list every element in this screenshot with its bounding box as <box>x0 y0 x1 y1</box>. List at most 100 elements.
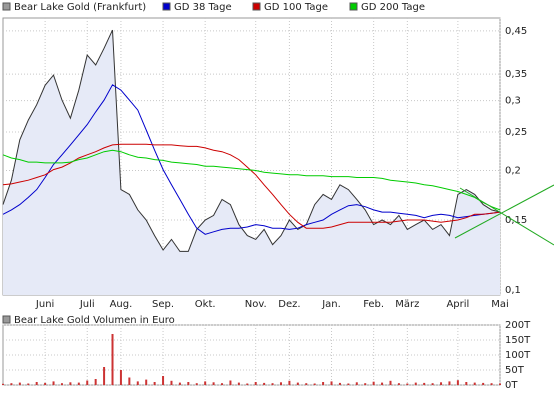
y-tick-label: 0,15 <box>505 215 527 226</box>
volume-bar <box>381 382 384 385</box>
x-tick-label: Juni <box>35 299 54 310</box>
volume-bar <box>229 380 232 385</box>
volume-bar <box>170 380 173 385</box>
legend-label: GD 200 Tage <box>361 2 425 13</box>
y-tick-label: 0,35 <box>505 69 527 80</box>
volume-bar <box>178 382 181 385</box>
volume-bar <box>465 382 468 385</box>
volume-bar <box>355 382 358 385</box>
volume-bar <box>406 383 409 385</box>
volume-bar <box>456 380 459 385</box>
volume-title: Bear Lake Gold Volumen in Euro <box>14 315 175 326</box>
volume-bar <box>305 383 308 385</box>
trend-line <box>454 184 554 239</box>
x-tick-label: März <box>395 299 419 310</box>
x-tick-label: Dez. <box>278 299 300 310</box>
volume-panel <box>2 324 501 386</box>
volume-bar <box>128 377 131 385</box>
volume-bar <box>195 383 198 385</box>
legend-label: Bear Lake Gold (Frankfurt) <box>14 2 146 13</box>
volume-bar <box>212 382 215 385</box>
y-tick-label: 0,1 <box>505 285 521 296</box>
volume-bar <box>145 379 148 385</box>
legend-label: GD 100 Tage <box>264 2 328 13</box>
volume-bar <box>271 383 274 385</box>
y-tick-label: 0,2 <box>505 165 521 176</box>
series-line <box>2 29 501 252</box>
volume-bar <box>10 383 13 385</box>
volume-bar <box>254 382 257 385</box>
y-tick-label: 0,3 <box>505 96 521 107</box>
price-area <box>3 30 500 295</box>
volume-bar <box>44 382 47 385</box>
x-tick-label: Jan. <box>321 299 341 310</box>
volume-bar <box>397 383 400 385</box>
y-tick-label: 0,45 <box>505 26 527 37</box>
volume-bar <box>27 383 30 385</box>
x-tick-label: Juli <box>79 299 95 310</box>
volume-bar <box>246 383 249 385</box>
volume-bar <box>237 382 240 385</box>
y-tick-label: 0,25 <box>505 127 527 138</box>
volume-bar <box>322 382 325 385</box>
volume-bar <box>364 383 367 385</box>
volume-bar <box>187 382 190 385</box>
volume-bar <box>279 382 282 385</box>
volume-bar <box>77 382 80 385</box>
volume-bar <box>313 383 316 385</box>
series-line <box>2 143 501 229</box>
volume-bar <box>330 381 333 385</box>
x-tick-label: Okt. <box>195 299 216 310</box>
x-tick-label: April <box>446 299 469 310</box>
y-tick-label: 0T <box>505 380 518 391</box>
volume-bar <box>423 382 426 385</box>
volume-bar <box>499 383 501 385</box>
volume-bar <box>18 382 21 385</box>
volume-bar <box>482 382 485 385</box>
series-line <box>2 84 501 235</box>
volume-bar <box>372 381 375 385</box>
y-tick-label: 200T <box>505 320 531 331</box>
volume-legend-swatch <box>2 315 11 324</box>
volume-bar <box>431 383 434 385</box>
volume-bar <box>103 367 106 385</box>
volume-bar <box>288 380 291 385</box>
series-line <box>2 149 501 211</box>
legend-swatch <box>349 2 358 11</box>
volume-bar <box>153 382 156 385</box>
volume-bar <box>204 381 207 385</box>
volume-bar <box>52 381 55 385</box>
volume-bar <box>347 383 350 385</box>
x-tick-label: Feb. <box>363 299 384 310</box>
legend-swatch <box>162 2 171 11</box>
legend-label: GD 38 Tage <box>174 2 232 13</box>
y-tick-label: 50T <box>505 365 525 376</box>
volume-bar <box>119 370 122 385</box>
legend-swatch <box>2 2 11 11</box>
volume-bar <box>69 382 72 385</box>
volume-bar <box>35 382 38 385</box>
y-tick-label: 150T <box>505 335 531 346</box>
y-tick-label: 100T <box>505 350 531 361</box>
volume-bar <box>414 382 417 385</box>
x-tick-label: Sep. <box>152 299 174 310</box>
x-tick-label: Aug. <box>110 299 133 310</box>
plot-layer: 0,1 0,15 0,2 0,25 0,3 0,35 0,45 Juni Juli Aug. Sep… <box>2 18 531 391</box>
volume-bar <box>473 382 476 385</box>
volume-bar <box>440 382 443 385</box>
volume-bar <box>263 382 266 385</box>
trend-line <box>459 187 554 246</box>
x-tick-label: Nov. <box>245 299 267 310</box>
legend-swatch <box>252 2 261 11</box>
volume-bar <box>448 381 451 385</box>
volume-bar <box>86 380 89 385</box>
volume-bar <box>296 382 299 385</box>
volume-bar <box>94 379 97 385</box>
volume-bar <box>338 382 341 385</box>
volume-bar <box>2 383 4 385</box>
x-tick-label: Mai <box>491 299 509 310</box>
volume-bar <box>221 383 224 385</box>
volume-bar <box>162 376 165 385</box>
volume-bar <box>111 334 114 385</box>
